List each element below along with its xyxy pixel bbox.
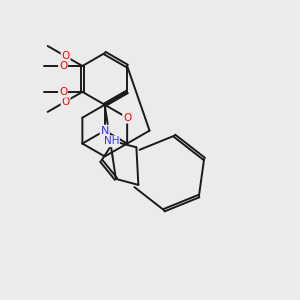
- Text: O: O: [59, 87, 67, 97]
- Text: NH: NH: [103, 136, 119, 146]
- Text: O: O: [59, 61, 67, 71]
- Text: O: O: [61, 97, 70, 106]
- Text: O: O: [123, 113, 131, 123]
- Text: O: O: [61, 51, 70, 61]
- Text: N: N: [100, 126, 109, 136]
